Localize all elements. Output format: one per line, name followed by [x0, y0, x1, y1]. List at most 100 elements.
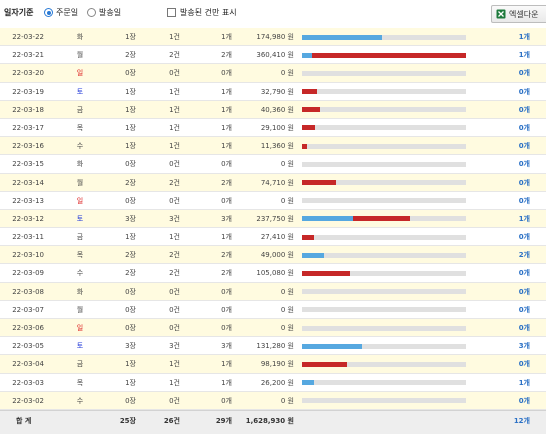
row-shipped-link[interactable]: 1개 [518, 51, 530, 60]
row-count: 2건 [169, 251, 180, 260]
row-qty: 1장 [125, 123, 136, 132]
row-shipped-link[interactable]: 0개 [518, 269, 530, 278]
row-count: 1건 [169, 33, 180, 41]
row-date: 22-03-04 [12, 360, 44, 369]
table-row: 22-03-17 목 1장 1건 1개 29,100 원 0개 [0, 119, 546, 138]
shipped-only-box[interactable] [167, 8, 176, 17]
row-amount: 0 원 [280, 396, 294, 405]
radio-order-date[interactable]: 주문일 [44, 7, 78, 18]
amount-bar-red [311, 52, 466, 58]
row-items: 1개 [221, 33, 232, 41]
table-row: 22-03-13 일 0장 0건 0개 0 원 0개 [0, 192, 546, 210]
table-row: 22-03-12 토 3장 3건 3개 237,750 원 1개 [0, 209, 546, 229]
excel-download-button[interactable]: 엑셀다운 [491, 5, 546, 23]
total-items: 29개 [215, 417, 232, 425]
row-items: 2개 [221, 269, 232, 278]
row-date: 22-03-08 [12, 287, 44, 296]
row-shipped-link[interactable]: 0개 [518, 105, 530, 114]
table-row: 22-03-19 토 1장 1건 1개 32,790 원 0개 [0, 83, 546, 101]
total-shipped[interactable]: 12개 [513, 417, 530, 425]
row-shipped-link[interactable]: 0개 [518, 160, 530, 169]
shipped-only-checkbox[interactable]: 발송된 건만 표시 [167, 7, 237, 18]
row-shipped-link[interactable]: 0개 [518, 142, 530, 151]
row-amount: 32,790 원 [260, 87, 294, 96]
row-shipped-link[interactable]: 1개 [518, 33, 530, 41]
table-row: 22-03-09 수 2장 2건 2개 105,080 원 0개 [0, 264, 546, 283]
row-shipped-link[interactable]: 0개 [518, 178, 530, 187]
row-qty: 2장 [125, 251, 136, 260]
row-amount: 0 원 [280, 160, 294, 169]
row-shipped-link[interactable]: 1개 [518, 214, 530, 223]
row-items: 1개 [221, 105, 232, 114]
row-items: 3개 [221, 342, 232, 351]
amount-bar-red [302, 89, 317, 95]
amount-bar-track [302, 143, 466, 149]
row-weekday: 월 [76, 305, 84, 314]
row-date: 22-03-02 [12, 396, 44, 405]
row-qty: 3장 [125, 214, 136, 223]
row-amount: 360,410 원 [256, 51, 294, 60]
table-row: 22-03-15 화 0장 0건 0개 0 원 0개 [0, 155, 546, 174]
row-shipped-link[interactable]: 0개 [518, 287, 530, 296]
row-amount: 11,360 원 [260, 142, 294, 151]
row-count: 1건 [169, 378, 180, 387]
row-qty: 0장 [125, 160, 136, 169]
row-weekday: 토 [76, 342, 84, 351]
row-amount: 29,100 원 [260, 123, 294, 132]
row-date: 22-03-07 [12, 305, 44, 314]
total-qty: 25장 [119, 417, 136, 425]
row-weekday: 수 [76, 142, 84, 151]
row-count: 1건 [169, 105, 180, 114]
row-qty: 2장 [125, 178, 136, 187]
radio-order-date-dot[interactable] [44, 8, 53, 17]
row-date: 22-03-20 [12, 69, 44, 78]
row-items: 2개 [221, 51, 232, 60]
amount-bar-red [352, 216, 411, 222]
row-shipped-link[interactable]: 0개 [518, 360, 530, 369]
row-qty: 0장 [125, 196, 136, 205]
row-weekday: 일 [76, 69, 84, 78]
row-qty: 1장 [125, 33, 136, 41]
total-label: 합 계 [16, 417, 32, 425]
row-items: 1개 [221, 123, 232, 132]
row-items: 0개 [221, 324, 232, 332]
row-shipped-link[interactable]: 0개 [518, 324, 530, 332]
row-qty: 1장 [125, 360, 136, 369]
row-shipped-link[interactable]: 0개 [518, 196, 530, 205]
table-row: 22-03-03 목 1장 1건 1개 26,200 원 1개 [0, 374, 546, 392]
row-count: 3건 [169, 342, 180, 351]
row-shipped-link[interactable]: 2개 [518, 251, 530, 260]
row-date: 22-03-22 [12, 33, 44, 41]
row-shipped-link[interactable]: 1개 [518, 378, 530, 387]
row-count: 0건 [169, 69, 180, 78]
row-shipped-link[interactable]: 0개 [518, 233, 530, 242]
row-shipped-link[interactable]: 0개 [518, 87, 530, 96]
amount-bar-track [302, 216, 466, 222]
row-shipped-link[interactable]: 0개 [518, 69, 530, 78]
amount-bar-red [302, 270, 350, 276]
row-count: 1건 [169, 233, 180, 242]
row-shipped-link[interactable]: 0개 [518, 305, 530, 314]
row-count: 0건 [169, 196, 180, 205]
radio-ship-date[interactable]: 발송일 [87, 7, 121, 18]
row-weekday: 수 [76, 269, 84, 278]
amount-bar-track [302, 270, 466, 276]
row-weekday: 목 [76, 123, 84, 132]
row-qty: 1장 [125, 142, 136, 151]
row-count: 0건 [169, 287, 180, 296]
row-shipped-link[interactable]: 0개 [518, 396, 530, 405]
row-date: 22-03-09 [12, 269, 44, 278]
amount-bar-track [302, 161, 466, 167]
row-items: 2개 [221, 178, 232, 187]
table-row: 22-03-02 수 0장 0건 0개 0 원 0개 [0, 391, 546, 410]
row-items: 0개 [221, 160, 232, 169]
radio-ship-date-dot[interactable] [87, 8, 96, 17]
row-shipped-link[interactable]: 0개 [518, 123, 530, 132]
row-date: 22-03-11 [12, 233, 44, 242]
row-qty: 0장 [125, 69, 136, 78]
row-count: 2건 [169, 51, 180, 60]
row-shipped-link[interactable]: 3개 [518, 342, 530, 351]
row-qty: 0장 [125, 324, 136, 332]
row-items: 1개 [221, 142, 232, 151]
row-date: 22-03-15 [12, 160, 44, 169]
